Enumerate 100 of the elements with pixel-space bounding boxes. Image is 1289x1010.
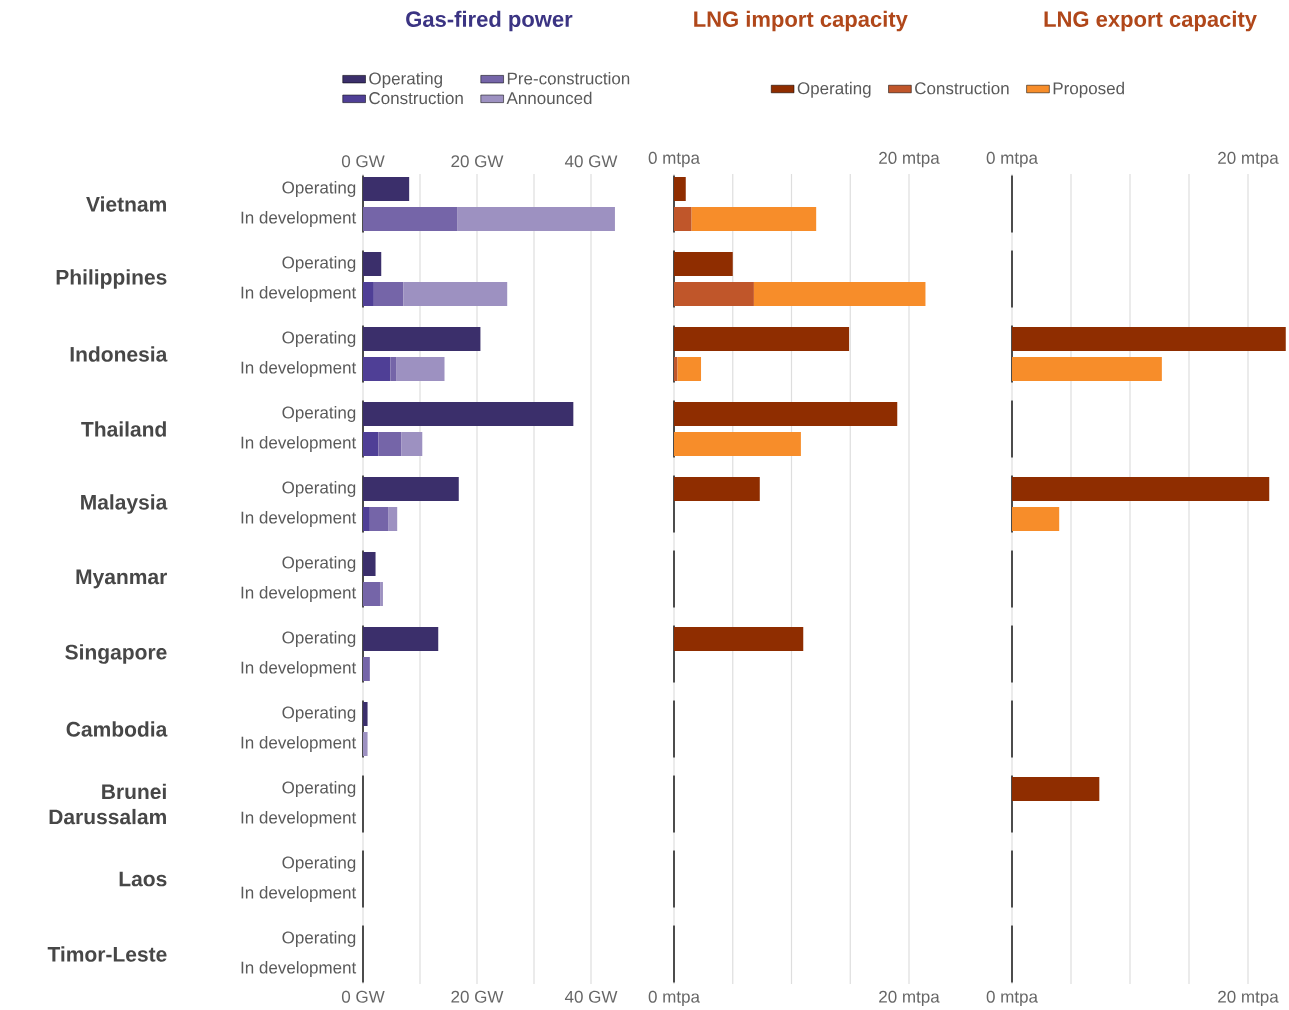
text: Brunei Darussalam: [49, 783, 166, 825]
text: Thailand: [81, 421, 166, 437]
y-tick-label: Operating: [282, 331, 356, 347]
bar: [363, 507, 370, 532]
legend-label: Construction: [915, 81, 1009, 95]
y-tick-label: In development: [241, 886, 357, 902]
legend-label: Construction: [369, 91, 463, 105]
y-tick-label: In development: [241, 361, 357, 377]
bar: [674, 207, 692, 232]
bar: [363, 732, 368, 757]
y-tick-label: Operating: [282, 706, 356, 722]
bar: [674, 177, 686, 202]
legend-label: Announced: [506, 91, 592, 105]
y-tick-label: In development: [241, 961, 357, 977]
bar: [674, 402, 898, 427]
bar: [401, 432, 423, 457]
legend-label: Operating: [369, 72, 442, 88]
y-tick-label: Operating: [282, 931, 356, 947]
y-tick-label: In development: [241, 811, 357, 827]
bar: [363, 627, 439, 652]
y-tick-label: Operating: [282, 631, 356, 647]
bar: [363, 432, 379, 457]
bar: [1012, 777, 1100, 802]
bar: [753, 282, 926, 307]
bar: [363, 657, 370, 682]
y-tick-label: In development: [241, 586, 357, 602]
x2-tick-label: 20 mtpa: [879, 151, 940, 168]
x2-tick-label: 0 GW: [341, 155, 385, 168]
bar: [1012, 477, 1270, 502]
bar: [674, 357, 678, 382]
bar: [457, 207, 615, 232]
y-tick-label: In development: [241, 736, 357, 752]
bar: [674, 327, 850, 352]
text: Indonesia: [70, 346, 168, 362]
x-tick-label: 0 GW: [341, 990, 385, 1003]
legend-label: Operating: [797, 81, 871, 98]
text: Laos: [119, 871, 167, 887]
bar: [369, 507, 389, 532]
y-tick-label: Operating: [282, 181, 356, 197]
y-tick-label: In development: [241, 211, 357, 227]
bar: [674, 627, 804, 652]
bar: [674, 432, 801, 457]
bar: [380, 582, 383, 607]
bar: [363, 702, 368, 727]
bar: [363, 582, 381, 607]
bar: [403, 282, 508, 307]
bar: [363, 552, 376, 577]
text: Singapore: [65, 644, 167, 664]
bar: [363, 177, 410, 202]
bar: [363, 207, 458, 232]
chart-title: LNG export capacity: [1044, 10, 1257, 32]
text: Cambodia: [66, 721, 168, 737]
bar: [388, 507, 398, 532]
y-tick-label: In development: [241, 286, 357, 302]
bar: [396, 357, 445, 382]
bar: [674, 477, 760, 502]
legend-label: Proposed: [1053, 81, 1124, 98]
text: Myanmar: [76, 569, 167, 589]
text: Malaysia: [81, 494, 168, 514]
bar: [363, 357, 391, 382]
bar: [373, 282, 404, 307]
y-tick-label: In development: [241, 511, 357, 527]
x2-tick-label: 20 GW: [451, 155, 504, 168]
bar: [1012, 357, 1162, 382]
bar: [363, 402, 574, 427]
y-tick-label: Operating: [282, 256, 356, 272]
bar: [691, 207, 817, 232]
y-tick-label: Operating: [282, 406, 356, 422]
x-tick-label: 0 mtpa: [648, 990, 700, 1007]
x-tick-label: 20 mtpa: [1218, 990, 1279, 1007]
text: Philippines: [56, 269, 167, 289]
bar: [1012, 507, 1060, 532]
chart-title: LNG import capacity: [694, 10, 908, 32]
text: Vietnam: [86, 196, 166, 212]
bar: [363, 282, 374, 307]
x-tick-label: 0 mtpa: [986, 990, 1038, 1007]
x-tick-label: 20 GW: [451, 990, 504, 1003]
bar: [674, 282, 754, 307]
y-tick-label: Operating: [282, 856, 356, 872]
bar: [1012, 327, 1286, 352]
x-tick-label: 20 mtpa: [879, 990, 940, 1007]
bar: [363, 252, 382, 277]
bar: [390, 357, 397, 382]
x2-tick-label: 0 mtpa: [986, 151, 1038, 168]
bar: [363, 327, 481, 352]
x2-tick-label: 0 mtpa: [648, 151, 700, 168]
x-tick-label: 40 GW: [564, 990, 618, 1003]
y-tick-label: In development: [241, 436, 357, 452]
y-tick-label: In development: [241, 661, 357, 677]
x2-tick-label: 40 GW: [564, 155, 618, 168]
y-tick-label: Operating: [282, 556, 356, 572]
legend-label: Pre-construction: [507, 72, 630, 85]
bar: [363, 477, 459, 502]
chart-title: Gas-fired power: [406, 10, 573, 32]
y-tick-label: Operating: [282, 481, 356, 497]
y-tick-label: Operating: [282, 781, 356, 797]
bar: [677, 357, 702, 382]
x2-tick-label: 20 mtpa: [1218, 151, 1279, 168]
bar: [674, 252, 733, 277]
text: Timor-Leste: [47, 946, 167, 962]
